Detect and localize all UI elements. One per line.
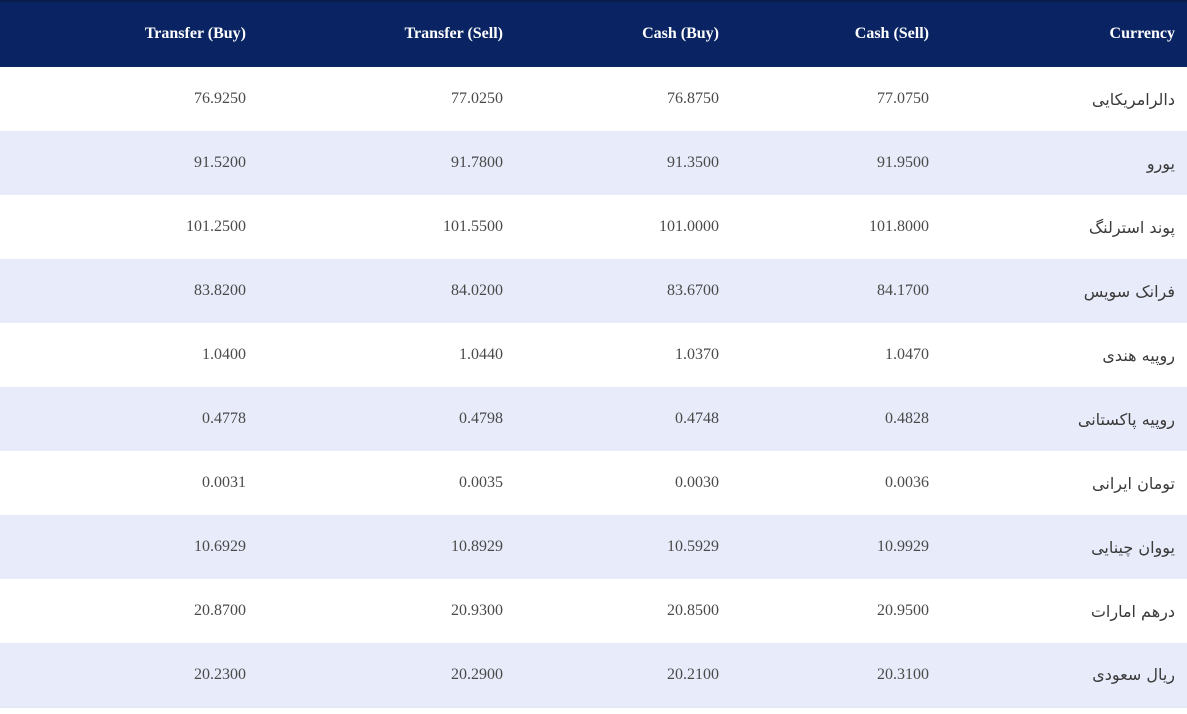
cell-transfer-sell: 84.0200 (451, 282, 503, 299)
cell-cash-sell: 10.9929 (877, 538, 929, 555)
cell-cash-sell: 91.9500 (877, 154, 929, 171)
cell-currency: درهم امارات (1090, 601, 1175, 621)
cell-currency: ریال سعودی (948, 643, 1187, 708)
table-row: 20.8700 20.9300 20.8500 20.9500 درهم اما… (0, 579, 1187, 643)
cell-transfer-buy: 91.5200 (194, 154, 246, 171)
cell-currency: فرانک سویس (1083, 281, 1175, 301)
cell-cash-buy: 91.3500 (667, 154, 719, 171)
cell-transfer-sell: 91.7800 (451, 154, 503, 171)
cell-cash-sell: 101.8000 (869, 218, 929, 235)
cell-currency: روپیه هندی (1102, 345, 1175, 365)
cell-currency: یووان چینایی (1091, 537, 1175, 557)
table-row: 0.4778 0.4798 0.4748 0.4828 روپیه پاکستا… (0, 387, 1187, 451)
cell-transfer-sell: 10.8929 (451, 538, 503, 555)
table-row: 20.2300 20.2900 20.2100 20.3100 ریال سعو… (0, 643, 1187, 708)
cell-currency: دالرامریکایی (1091, 89, 1175, 109)
cell-transfer-sell: 0.4798 (459, 410, 503, 427)
cell-cash-buy: 10.5929 (667, 538, 719, 555)
cell-currency: پوند استرلنگ (1088, 217, 1175, 237)
cell-transfer-buy: 0.0031 (202, 474, 246, 491)
header-cash-sell: Cash (Sell) (854, 24, 929, 42)
cell-cash-buy: 1.0370 (675, 346, 719, 363)
cell-cash-buy: 76.8750 (667, 90, 719, 107)
cell-cash-buy: 101.0000 (659, 218, 719, 235)
cell-cash-buy: 20.8500 (667, 602, 719, 619)
cell-transfer-sell: 20.2900 (265, 643, 522, 708)
cell-cash-sell: 1.0470 (885, 346, 929, 363)
table-body: 76.9250 77.0250 76.8750 77.0750 دالرامری… (0, 67, 1187, 708)
cell-cash-buy: 20.2100 (522, 643, 738, 708)
cell-cash-buy: 0.0030 (675, 474, 719, 491)
cell-cash-sell: 20.3100 (738, 643, 948, 708)
cell-transfer-sell: 20.9300 (451, 602, 503, 619)
header-currency: Currency (1109, 24, 1175, 42)
cell-transfer-buy: 20.2300 (0, 643, 265, 708)
cell-transfer-buy: 1.0400 (202, 346, 246, 363)
table-row: 101.2500 101.5500 101.0000 101.8000 پوند… (0, 195, 1187, 259)
header-row: Transfer (Buy) Transfer (Sell) Cash (Buy… (0, 1, 1187, 67)
cell-transfer-sell: 101.5500 (443, 218, 503, 235)
cell-currency: یورو (1146, 153, 1175, 173)
cell-currency: روپیه پاکستانی (1077, 409, 1175, 429)
cell-cash-buy: 83.6700 (667, 282, 719, 299)
cell-transfer-buy: 10.6929 (194, 538, 246, 555)
table-row: 83.8200 84.0200 83.6700 84.1700 فرانک سو… (0, 259, 1187, 323)
cell-transfer-sell: 1.0440 (459, 346, 503, 363)
cell-transfer-buy: 83.8200 (194, 282, 246, 299)
cell-cash-sell: 0.4828 (885, 410, 929, 427)
cell-transfer-buy: 101.2500 (186, 218, 246, 235)
cell-transfer-sell: 77.0250 (451, 90, 503, 107)
header-transfer-sell: Transfer (Sell) (404, 24, 504, 42)
cell-transfer-buy: 0.4778 (202, 410, 246, 427)
cell-cash-sell: 20.9500 (877, 602, 929, 619)
table-row: 76.9250 77.0250 76.8750 77.0750 دالرامری… (0, 67, 1187, 131)
cell-cash-buy: 0.4748 (675, 410, 719, 427)
table-row: 0.0031 0.0035 0.0030 0.0036 تومان ایرانی (0, 451, 1187, 515)
table-row: 1.0400 1.0440 1.0370 1.0470 روپیه هندی (0, 323, 1187, 387)
header-cash-buy: Cash (Buy) (642, 24, 719, 42)
cell-cash-sell: 84.1700 (877, 282, 929, 299)
cell-cash-sell: 77.0750 (877, 90, 929, 107)
table-row: 91.5200 91.7800 91.3500 91.9500 یورو (0, 131, 1187, 195)
cell-transfer-buy: 20.8700 (194, 602, 246, 619)
header-transfer-buy: Transfer (Buy) (144, 24, 246, 42)
cell-currency: تومان ایرانی (1092, 473, 1175, 493)
table-header: Transfer (Buy) Transfer (Sell) Cash (Buy… (0, 1, 1187, 67)
cell-transfer-sell: 0.0035 (459, 474, 503, 491)
table-row: 10.6929 10.8929 10.5929 10.9929 یووان چی… (0, 515, 1187, 579)
cell-transfer-buy: 76.9250 (194, 90, 246, 107)
cell-cash-sell: 0.0036 (885, 474, 929, 491)
